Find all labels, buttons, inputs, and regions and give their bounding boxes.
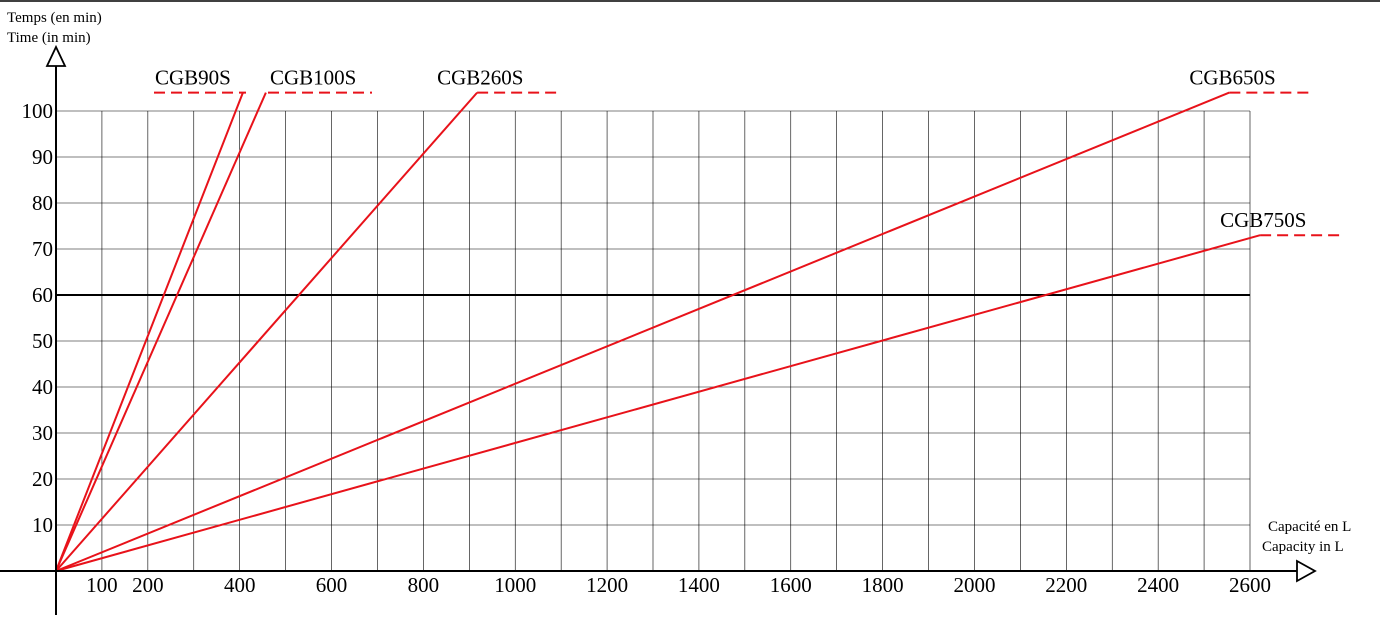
x-axis-arrow xyxy=(1296,559,1317,583)
y-axis-title-line-1: Temps (en min) xyxy=(7,10,102,26)
y-tick-label: 30 xyxy=(32,421,53,445)
series-label: CGB750S xyxy=(1220,208,1306,232)
x-tick-label: 2600 xyxy=(1229,573,1271,597)
y-tick-label: 80 xyxy=(32,191,53,215)
series-line xyxy=(55,91,478,572)
series-layer xyxy=(55,91,1341,572)
series-label: CGB100S xyxy=(270,66,356,90)
y-tick-label: 20 xyxy=(32,467,53,491)
y-tick-label: 40 xyxy=(32,375,53,399)
series-label: CGB90S xyxy=(155,66,231,90)
x-tick-label: 400 xyxy=(224,573,256,597)
x-tick-label: 200 xyxy=(132,573,164,597)
series-line xyxy=(55,234,1261,572)
x-tick-label: 1200 xyxy=(586,573,628,597)
x-tick-label: 2200 xyxy=(1045,573,1087,597)
x-tick-label: 800 xyxy=(408,573,440,597)
x-axis-title-line-2: Capacity in L xyxy=(1262,539,1344,555)
y-axis-arrow xyxy=(45,44,67,67)
labels: 10 20 30 40 50 60 70 80 90 100 100 200 400 600 800 1000… xyxy=(22,66,1307,597)
x-tick-label: 1600 xyxy=(770,573,812,597)
y-tick-label: 10 xyxy=(32,513,53,537)
x-tick-label: 1800 xyxy=(862,573,904,597)
x-tick-label: 1400 xyxy=(678,573,720,597)
series-line xyxy=(55,92,267,572)
x-tick-label: 600 xyxy=(316,573,348,597)
x-tick-label: 2000 xyxy=(953,573,995,597)
axes xyxy=(0,44,1317,615)
series-label: CGB650S xyxy=(1189,66,1275,90)
y-tick-label: 100 xyxy=(22,99,54,123)
series-label: CGB260S xyxy=(437,66,523,90)
x-tick-label: 100 xyxy=(86,573,118,597)
grid xyxy=(56,110,1251,571)
y-tick-label: 70 xyxy=(32,237,53,261)
x-tick-label: 1000 xyxy=(494,573,536,597)
y-tick-label: 90 xyxy=(32,145,53,169)
series-line xyxy=(55,92,244,572)
x-tick-label: 2400 xyxy=(1137,573,1179,597)
x-axis-title-line-1: Capacité en L xyxy=(1268,519,1351,535)
y-tick-label: 50 xyxy=(32,329,53,353)
series-line xyxy=(55,91,1230,572)
y-tick-label: 60 xyxy=(32,283,53,307)
y-axis-title-line-2: Time (in min) xyxy=(7,30,91,46)
